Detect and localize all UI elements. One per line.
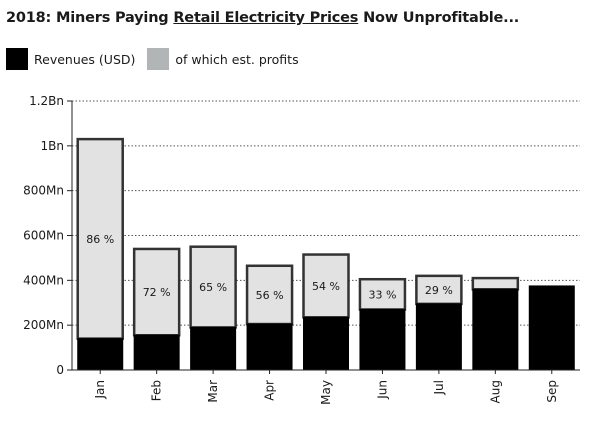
bar-cost [246,323,293,371]
y-tick-label: 1Bn [41,139,64,153]
bar-cost [190,326,237,371]
y-tick-label: 0 [56,363,64,377]
profit-pct-label: 29 % [425,284,453,297]
bar-cost [359,308,406,371]
x-tick-label: Jun [375,380,389,400]
x-tick-label: Apr [263,380,277,401]
profit-pct-label: 86 % [86,233,114,246]
y-tick-label: 800Mn [23,184,64,198]
chart-title: 2018: Miners Paying Retail Electricity P… [6,10,519,26]
bar-profit [471,276,520,291]
profit-pct-label: 33 % [368,288,396,301]
y-tick-label: 400Mn [23,273,64,287]
x-tick-label: Sep [545,380,559,403]
y-tick-label: 600Mn [23,229,64,243]
x-tick-label: Feb [150,380,164,401]
legend: Revenues (USD) of which est. profits [6,48,311,70]
bar-cost [472,288,519,371]
chart-title-prefix: 2018: Miners Paying [6,10,174,26]
legend-label-revenues: Revenues (USD) [34,51,136,67]
y-tick-label: 1.2Bn [29,94,64,108]
bar-cost [133,334,180,371]
x-tick-label: May [319,380,333,405]
bar-cost [528,285,575,371]
legend-swatch-revenues [6,48,28,70]
profit-pct-label: 65 % [199,281,227,294]
bar-profit [245,264,294,326]
bar-cost [415,303,462,371]
legend-swatch-profits [147,48,170,70]
profit-pct-label: 72 % [143,286,171,299]
x-tick-label: Aug [488,380,502,403]
bar-profit [132,247,181,337]
profit-pct-label: 56 % [256,289,284,302]
legend-label-profits: of which est. profits [175,51,299,67]
bar-profit [302,253,350,319]
bar-cost [303,316,349,371]
y-tick-label: 200Mn [23,318,64,332]
x-tick-label: Mar [206,380,220,403]
chart-title-suffix: Now Unprofitable... [358,10,520,26]
legend-item-revenues: Revenues (USD) [6,48,135,70]
bar-profit [358,277,407,311]
chart-title-underlined: Retail Electricity Prices [173,10,359,26]
profit-pct-label: 54 % [312,280,340,293]
bar-cost [77,338,124,371]
legend-item-profits: of which est. profits [147,48,299,70]
x-tick-label: Jan [93,380,107,400]
x-tick-label: Jul [432,380,446,395]
bar-profit [415,274,463,306]
bar-profit [76,137,124,340]
